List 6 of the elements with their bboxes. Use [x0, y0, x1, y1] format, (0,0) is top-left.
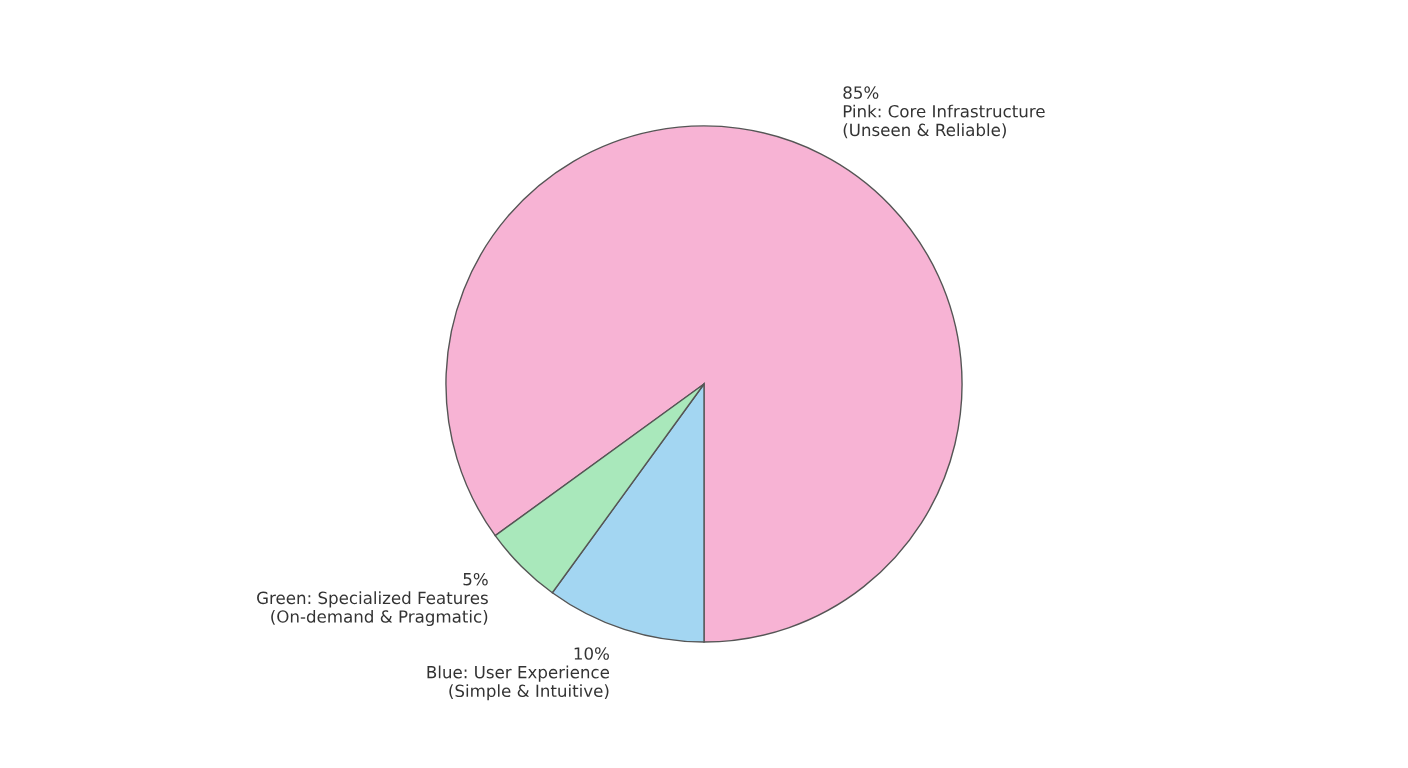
slice-label: Pink: Core Infrastructure (Unseen & Reliable) [843, 104, 1045, 139]
data-label: 5% [463, 572, 488, 586]
slice-label: Green: Specialized Features (On-demand & Pragmatic) [257, 591, 488, 627]
slice-label: Blue: User Experience (Simple & Intuitive) [427, 665, 610, 701]
data-label: 85% [843, 86, 879, 99]
data-label: 10% [574, 647, 609, 660]
